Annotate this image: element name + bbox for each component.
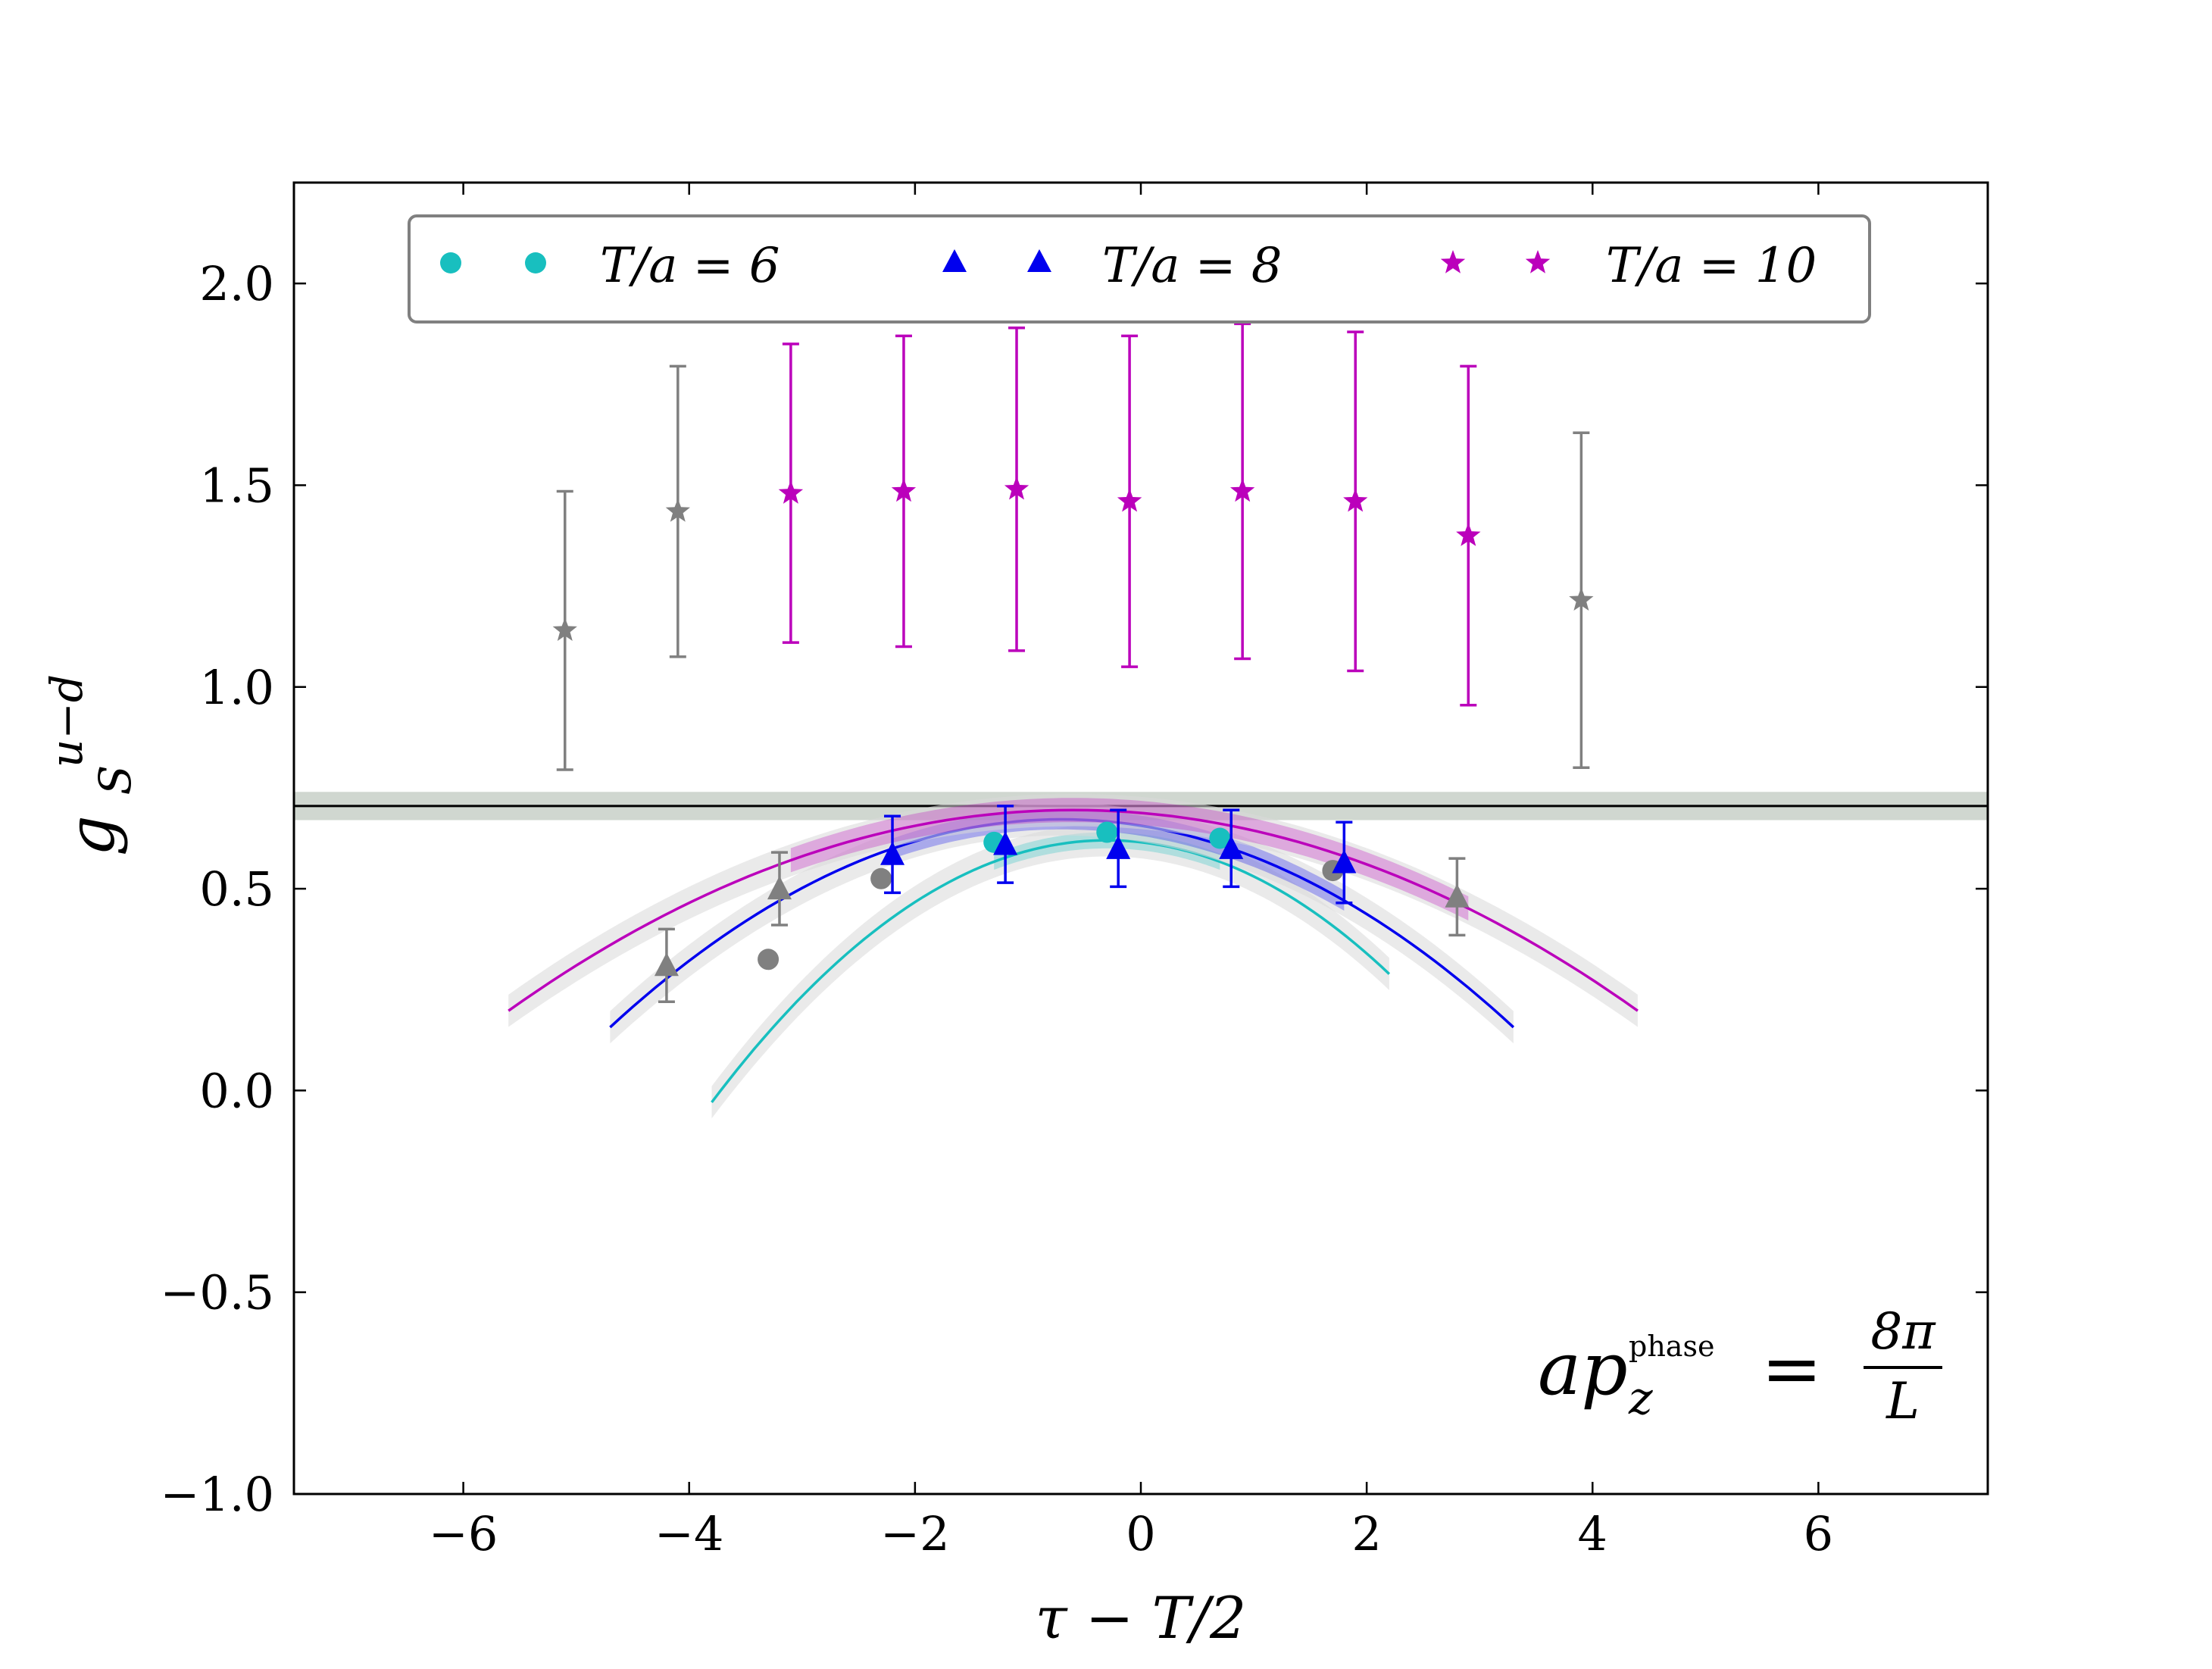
marker-star	[1569, 587, 1594, 611]
legend-label-t8: T/a = 8	[1102, 238, 1282, 294]
marker-triangle	[880, 841, 905, 865]
annotation-sub: z	[1628, 1372, 1653, 1425]
legend-label-t10: T/a = 10	[1606, 238, 1817, 294]
annotation-numerator: 8π	[1870, 1302, 1936, 1361]
fit-band-gray-2	[508, 793, 1638, 1027]
marker-star	[1004, 476, 1029, 500]
y-tick-label: 2.0	[199, 256, 274, 311]
marker-circle	[758, 949, 780, 970]
marker-triangle	[1219, 835, 1244, 859]
x-axis-label: τ − T/2	[1036, 1584, 1247, 1652]
data-points-layer	[552, 322, 1594, 1003]
data-point-s2-2	[778, 342, 804, 644]
data-point-s1-2	[880, 814, 905, 895]
legend-marker-circle	[525, 252, 546, 273]
data-point-s2-6	[1230, 322, 1255, 661]
y-tick-label: 0.5	[199, 861, 274, 917]
y-tick-label: 1.5	[199, 458, 274, 513]
marker-triangle	[1445, 883, 1470, 908]
marker-triangle	[767, 876, 792, 900]
marker-triangle	[1106, 835, 1131, 859]
data-point-s1-0	[654, 927, 679, 1003]
fit-curve-0	[711, 839, 1391, 1104]
x-tick-label: 0	[1126, 1506, 1155, 1561]
annotation-equals: =	[1761, 1327, 1822, 1411]
data-point-s1-6	[1332, 820, 1357, 905]
marker-triangle	[993, 831, 1018, 855]
data-point-s0-4	[1209, 827, 1231, 849]
data-point-s2-9	[1569, 431, 1594, 770]
legend-marker-circle	[440, 252, 461, 273]
x-tick-label: −6	[429, 1506, 498, 1561]
legend-box	[408, 214, 1871, 323]
marker-star	[1117, 488, 1142, 512]
data-point-s2-0	[552, 489, 577, 771]
y-axis-label-sup: u−d	[41, 674, 92, 767]
data-point-s1-1	[767, 851, 792, 927]
fit-band-gray-1	[610, 803, 1514, 1044]
legend-entry-t10: T/a = 10	[1440, 238, 1817, 294]
legend-marker-triangle	[942, 249, 967, 272]
data-point-s0-0	[758, 949, 780, 970]
annotation-denominator: L	[1886, 1372, 1920, 1430]
marker-star	[1456, 523, 1481, 546]
marker-star	[1230, 478, 1255, 502]
legend: T/a = 6 T/a = 8 T/a = 10	[408, 214, 1871, 323]
data-point-s1-4	[1106, 808, 1131, 889]
svg-text:g S u−d: g S u−d	[41, 674, 145, 856]
marker-triangle	[1332, 849, 1357, 874]
data-point-s2-1	[665, 364, 690, 658]
legend-entry-t8: T/a = 8	[942, 238, 1282, 294]
x-tick-label: −4	[655, 1506, 723, 1561]
y-tick-label: −0.5	[160, 1265, 274, 1321]
y-axis-label-main: g	[55, 815, 129, 856]
marker-circle	[1096, 821, 1118, 843]
x-tick-label: −2	[880, 1506, 949, 1561]
marker-circle	[870, 867, 892, 889]
annotation-momentum: ap z phase = 8π L	[1538, 1302, 1942, 1430]
annotation-sup: phase	[1629, 1330, 1714, 1363]
marker-triangle	[654, 952, 679, 977]
y-tick-label: 1.0	[199, 660, 274, 715]
legend-star-shape	[1440, 250, 1466, 273]
plot-area	[294, 322, 1988, 1119]
data-point-s2-5	[1117, 334, 1142, 668]
data-point-s0-1	[870, 867, 892, 889]
data-point-s2-7	[1343, 330, 1368, 673]
data-point-s2-8	[1456, 364, 1481, 707]
legend-marker-triangle	[1027, 249, 1051, 272]
marker-circle	[1209, 827, 1231, 849]
data-point-s0-3	[1096, 821, 1118, 843]
marker-star	[665, 499, 690, 522]
fit-band-2	[790, 798, 1469, 920]
y-axis-label-sub: S	[89, 765, 141, 795]
data-point-s1-3	[993, 805, 1018, 884]
data-point-s1-5	[1219, 808, 1244, 889]
x-tick-label: 6	[1804, 1506, 1833, 1561]
data-point-s2-3	[891, 334, 917, 649]
marker-star	[891, 478, 917, 502]
legend-entry-t6: T/a = 6	[440, 238, 780, 294]
y-axis-label: g S u−d	[41, 674, 145, 856]
marker-star	[1343, 488, 1368, 512]
x-tick-label: 2	[1351, 1506, 1381, 1561]
y-tick-label: −1.0	[160, 1467, 274, 1522]
x-tick-label: 4	[1578, 1506, 1607, 1561]
data-point-s2-4	[1004, 326, 1029, 652]
y-tick-label: 0.0	[199, 1063, 274, 1118]
annotation-lhs: ap	[1538, 1327, 1628, 1411]
legend-label-t6: T/a = 6	[600, 238, 780, 294]
legend-marker-star	[1525, 250, 1551, 273]
data-point-s1-7	[1445, 857, 1470, 937]
marker-star	[552, 617, 577, 641]
marker-star	[778, 480, 804, 504]
legend-marker-star	[1440, 250, 1466, 273]
legend-star-shape	[1525, 250, 1551, 273]
ticks-layer: −6 −4 −2 0 2 4 6 −1.0 −0.5 0.0 0.5 1.0 1.5 2.0	[160, 183, 1988, 1561]
